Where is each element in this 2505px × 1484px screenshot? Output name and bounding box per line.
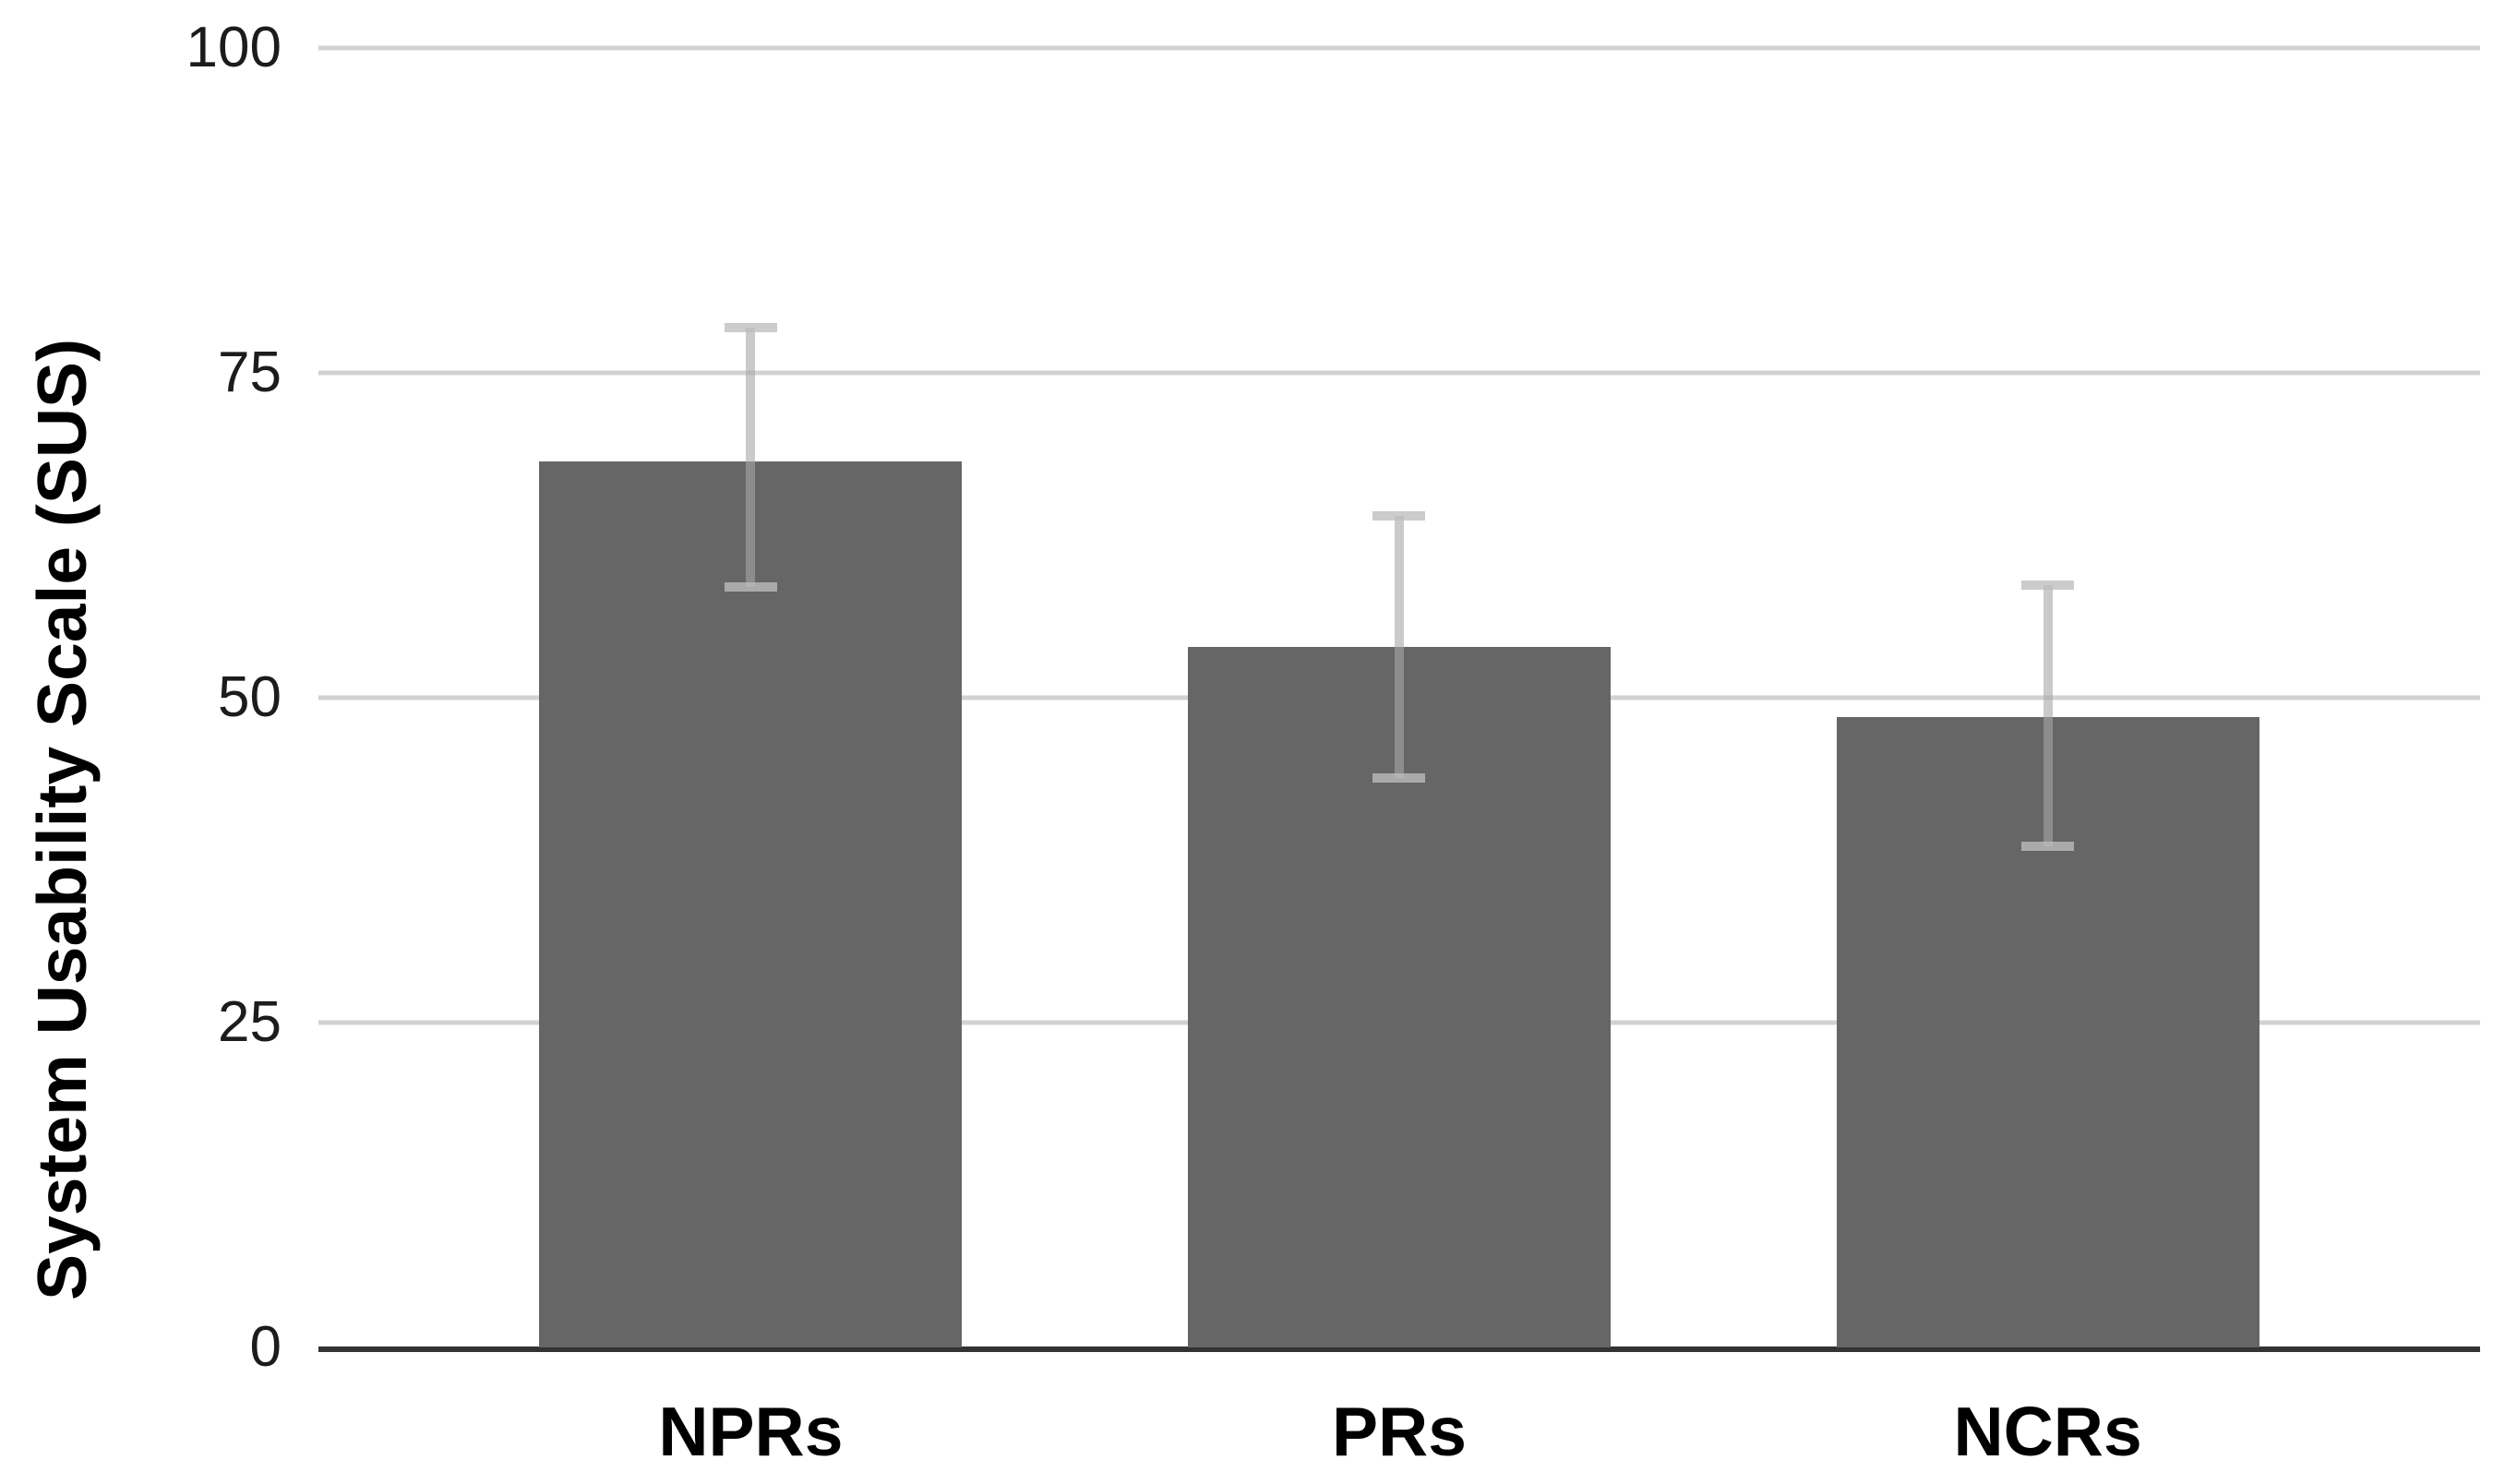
error-cap-top-ncrs: [2021, 580, 2075, 590]
x-tick-label-nprs: NPRs: [658, 1392, 844, 1470]
y-tick-label-25: 25: [218, 990, 282, 1054]
error-bar-prs: [1394, 515, 1404, 779]
y-tick-label-50: 50: [218, 665, 282, 729]
gridline-100: [318, 45, 2480, 51]
error-bar-nprs: [746, 327, 756, 588]
error-cap-top-prs: [1372, 510, 1426, 521]
y-tick-label-75: 75: [218, 341, 282, 404]
plot-area: 0 25 50 75 100 NPRs PRs NCRs: [186, 19, 2480, 1470]
error-cap-bottom-nprs: [724, 582, 777, 592]
gridline-75: [318, 370, 2480, 376]
error-cap-bottom-ncrs: [2021, 841, 2075, 851]
y-axis-title: System Usability Scale (SUS): [23, 338, 101, 1301]
error-cap-top-nprs: [724, 322, 777, 332]
x-tick-label-prs: PRs: [1332, 1392, 1467, 1470]
bar-nprs: [539, 461, 963, 1347]
y-tick-label-0: 0: [249, 1314, 282, 1379]
x-axis-line: [318, 1346, 2480, 1352]
error-cap-bottom-prs: [1372, 773, 1426, 784]
y-tick-label-100: 100: [186, 16, 282, 79]
error-bar-ncrs: [2043, 584, 2053, 846]
x-tick-label-ncrs: NCRs: [1953, 1392, 2142, 1470]
